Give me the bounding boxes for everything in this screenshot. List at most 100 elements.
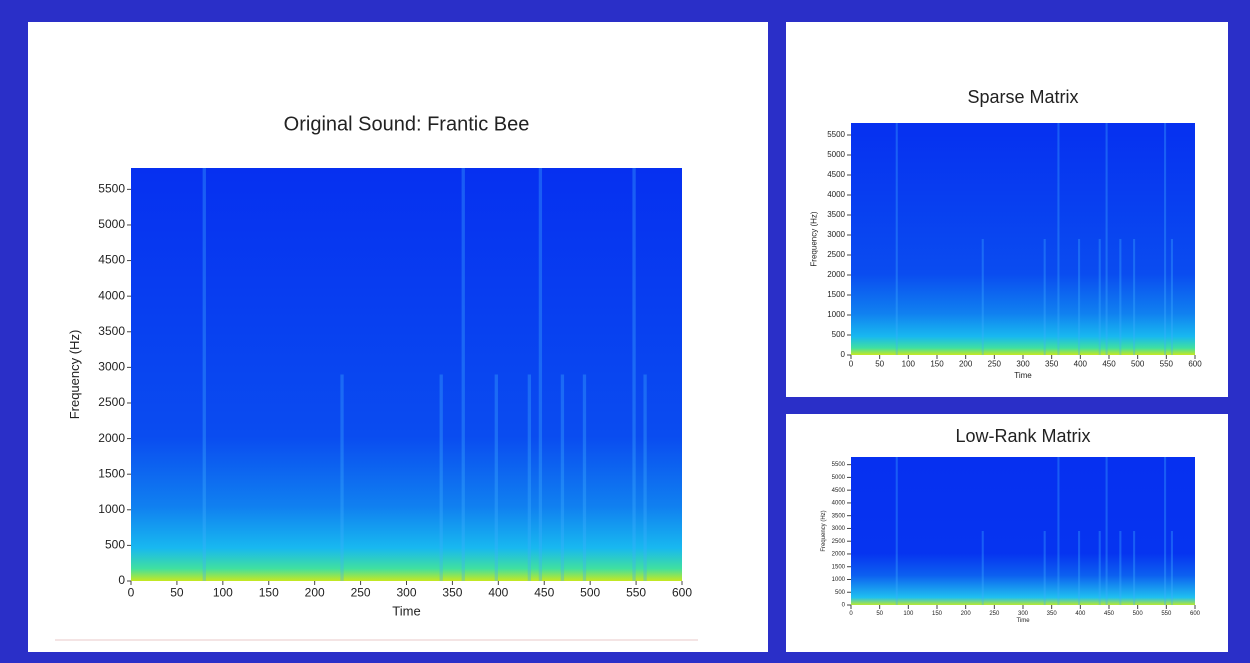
streak [582, 374, 587, 581]
y-tick-label: 1500 [832, 564, 846, 570]
streak [494, 374, 498, 581]
y-tick-label: 4500 [827, 170, 845, 179]
x-tick-label: 200 [305, 586, 325, 600]
x-tick-label: 400 [1075, 611, 1086, 617]
streak [1170, 531, 1173, 605]
x-tick-label: 500 [580, 586, 600, 600]
x-tick-label: 550 [626, 586, 646, 600]
y-tick-label: 2000 [832, 552, 846, 558]
y-tick-label: 5500 [98, 182, 125, 196]
x-tick-label: 550 [1161, 611, 1172, 617]
y-tick-label: 1000 [832, 577, 846, 583]
streak [1164, 123, 1167, 355]
y-tick-label: 500 [835, 590, 846, 596]
streak [1164, 457, 1167, 605]
chart-title: Low-Rank Matrix [955, 426, 1090, 446]
x-axis-label: Time [1016, 618, 1030, 624]
y-tick-label: 2500 [832, 539, 846, 545]
spectrogram-image [131, 168, 682, 581]
y-tick-label: 3000 [827, 230, 845, 239]
streak [1057, 457, 1060, 605]
y-tick-label: 4000 [827, 190, 845, 199]
x-tick-label: 450 [1102, 360, 1116, 369]
streak [1043, 239, 1046, 355]
y-tick-label: 3500 [98, 324, 125, 338]
x-tick-label: 300 [396, 586, 416, 600]
streak [527, 374, 532, 581]
y-tick-label: 4500 [98, 253, 125, 267]
y-axis-label: Frequency (Hz) [67, 330, 82, 420]
x-tick-label: 350 [1045, 360, 1059, 369]
x-tick-label: 450 [534, 586, 554, 600]
x-tick-label: 100 [902, 360, 916, 369]
x-tick-label: 200 [961, 611, 972, 617]
y-tick-label: 3000 [832, 526, 846, 532]
y-tick-label: 4000 [98, 288, 125, 302]
x-tick-label: 500 [1133, 611, 1144, 617]
y-tick-label: 2500 [98, 395, 125, 409]
y-tick-label: 3500 [827, 210, 845, 219]
streak [340, 374, 344, 581]
y-tick-label: 3000 [98, 360, 125, 374]
y-tick-label: 500 [105, 538, 125, 552]
streak [1043, 531, 1046, 605]
y-tick-label: 2000 [827, 270, 845, 279]
x-tick-label: 600 [1190, 611, 1201, 617]
y-tick-label: 4000 [832, 501, 846, 507]
y-tick-label: 5500 [832, 462, 846, 468]
x-tick-label: 450 [1104, 611, 1115, 617]
y-tick-label: 1500 [98, 466, 125, 480]
x-tick-label: 300 [1018, 611, 1029, 617]
x-tick-label: 350 [1047, 611, 1058, 617]
x-tick-label: 100 [213, 586, 233, 600]
y-tick-label: 5000 [832, 475, 846, 481]
streak [461, 168, 465, 581]
streak [632, 168, 636, 581]
streak [560, 374, 565, 581]
y-tick-label: 0 [118, 573, 125, 587]
streak [1078, 531, 1081, 605]
x-tick-label: 400 [1074, 360, 1088, 369]
y-tick-label: 1000 [98, 502, 125, 516]
x-tick-label: 200 [959, 360, 973, 369]
streak [1119, 239, 1122, 355]
streak [1170, 239, 1173, 355]
streak [1105, 457, 1108, 605]
streak [981, 531, 984, 605]
x-tick-label: 600 [1188, 360, 1202, 369]
x-tick-label: 400 [488, 586, 508, 600]
streak [202, 168, 206, 581]
x-tick-label: 0 [849, 360, 854, 369]
x-tick-label: 50 [170, 586, 184, 600]
streak [1133, 531, 1136, 605]
streak [439, 374, 443, 581]
x-tick-label: 150 [930, 360, 944, 369]
y-tick-label: 2500 [827, 250, 845, 259]
spectrogram-image [851, 123, 1195, 355]
y-axis-label: Frequency (Hz) [809, 211, 818, 266]
y-tick-label: 0 [842, 603, 846, 609]
x-tick-label: 250 [351, 586, 371, 600]
x-tick-label: 150 [932, 611, 943, 617]
streak [1098, 531, 1101, 605]
streak [895, 457, 898, 605]
x-tick-label: 300 [1016, 360, 1030, 369]
y-tick-label: 1000 [827, 310, 845, 319]
streak [1098, 239, 1101, 355]
y-tick-label: 2000 [98, 431, 125, 445]
y-tick-label: 5000 [98, 217, 125, 231]
streak [643, 374, 647, 581]
x-tick-label: 150 [259, 586, 279, 600]
y-axis-label: Frequency (Hz) [821, 510, 827, 551]
x-tick-label: 550 [1160, 360, 1174, 369]
streak [981, 239, 984, 355]
chart-title: Original Sound: Frantic Bee [284, 113, 530, 135]
x-tick-label: 350 [442, 586, 462, 600]
x-tick-label: 250 [989, 611, 1000, 617]
spectrogram-image [851, 457, 1195, 605]
streak [1133, 239, 1136, 355]
y-tick-label: 0 [841, 350, 846, 359]
streak [538, 168, 543, 581]
streak [895, 123, 898, 355]
